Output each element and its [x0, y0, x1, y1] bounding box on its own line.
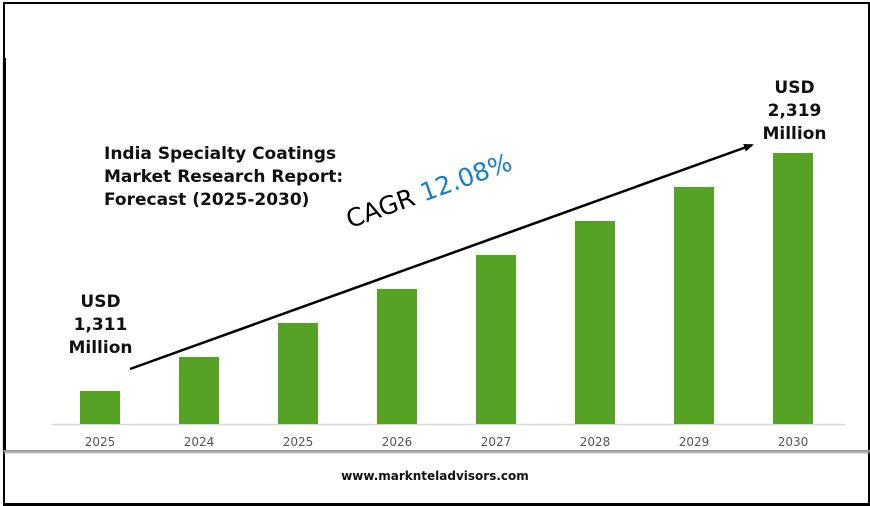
- x-tick-label: 2025: [283, 435, 314, 449]
- bar: [476, 254, 516, 424]
- bar: [278, 322, 318, 424]
- x-tick-label: 2026: [382, 435, 413, 449]
- label-line: 2,319: [767, 101, 822, 121]
- end-value-label: USD 2,319 Million: [752, 77, 837, 146]
- bar: [179, 356, 219, 424]
- bar: [674, 186, 714, 424]
- label-line: Million: [762, 124, 827, 144]
- chart-panel: [3, 58, 870, 450]
- title-line: India Specialty Coatings: [104, 144, 337, 164]
- label-line: USD: [774, 78, 815, 98]
- bar: [773, 152, 813, 424]
- x-tick-label: 2025: [85, 435, 116, 449]
- title-line: Market Research Report:: [104, 167, 344, 187]
- title-line: Forecast (2025-2030): [104, 190, 310, 210]
- x-tick-label: 2027: [481, 435, 512, 449]
- x-tick-label: 2028: [580, 435, 611, 449]
- x-tick-label: 2030: [778, 435, 809, 449]
- label-line: USD: [80, 292, 121, 312]
- x-tick-label: 2029: [679, 435, 710, 449]
- footer-url: www.marknteladvisors.com: [341, 469, 529, 483]
- growth-arrow: [129, 143, 754, 371]
- x-tick-label: 2024: [184, 435, 215, 449]
- label-line: 1,311: [73, 315, 128, 335]
- bar: [80, 390, 120, 424]
- label-line: Million: [68, 338, 133, 358]
- chart-title: India Specialty Coatings Market Research…: [104, 143, 343, 212]
- bar: [377, 288, 417, 424]
- bar: [575, 220, 615, 424]
- start-value-label: USD 1,311 Million: [58, 291, 143, 360]
